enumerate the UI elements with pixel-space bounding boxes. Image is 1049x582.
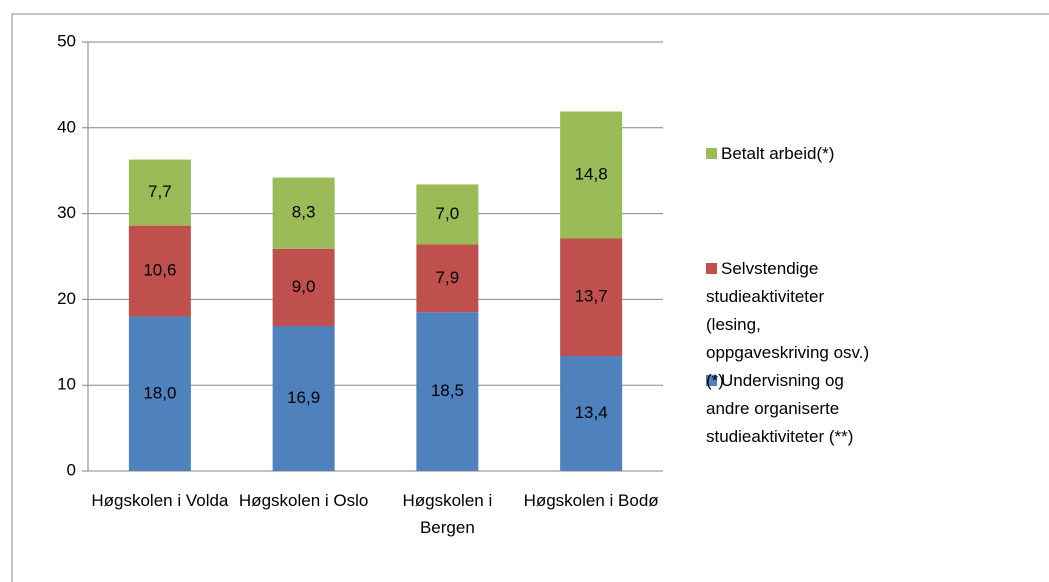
bar-segment — [272, 248, 335, 326]
x-tick-label: Høgskolen i Oslo — [238, 491, 369, 510]
legend-label: Selvstendige studieaktiviteter (lesing, … — [706, 259, 870, 390]
legend-entry: Undervisning og andre organiserte studie… — [706, 367, 876, 451]
data-label: 18,0 — [143, 383, 176, 402]
bar-segment — [128, 159, 191, 226]
data-label: 14,8 — [575, 164, 608, 183]
data-label: 13,4 — [575, 403, 608, 422]
data-label: 10,6 — [143, 261, 176, 280]
y-tick-label: 20 — [57, 289, 76, 308]
bar-segment — [560, 238, 623, 357]
y-tick-label: 30 — [57, 203, 76, 222]
legend-swatch — [706, 375, 717, 386]
data-label: 16,9 — [287, 388, 320, 407]
y-tick-label: 10 — [57, 375, 76, 394]
data-label: 18,5 — [431, 381, 464, 400]
legend-swatch — [706, 148, 717, 159]
bar-segment — [272, 325, 335, 471]
bar-segment — [128, 316, 191, 471]
data-label: 7,0 — [436, 204, 460, 223]
x-tick-label: Høgskolen i Bergen — [402, 491, 493, 537]
data-label: 7,9 — [436, 268, 460, 287]
y-tick-label: 0 — [67, 460, 76, 479]
legend-entry: Betalt arbeid(*) — [706, 140, 876, 168]
x-tick-label: Høgskolen i Bodø — [523, 491, 659, 510]
y-tick-label: 50 — [57, 31, 76, 50]
y-tick-label: 40 — [57, 117, 76, 136]
data-label: 9,0 — [292, 277, 316, 296]
legend-entry: Selvstendige studieaktiviteter (lesing, … — [706, 255, 876, 395]
legend-label: Undervisning og andre organiserte studie… — [706, 371, 854, 446]
bar-segment — [560, 111, 623, 239]
data-label: 7,7 — [148, 182, 172, 201]
data-label: 8,3 — [292, 203, 316, 222]
chart-border — [11, 13, 1049, 582]
bar-segment — [272, 177, 335, 249]
legend-swatch — [706, 263, 717, 274]
bar-segment — [416, 184, 479, 245]
bar-segment — [128, 225, 191, 317]
legend-label: Betalt arbeid(*) — [721, 144, 835, 163]
bar-segment — [560, 356, 623, 471]
bar-segment — [416, 312, 479, 471]
bar-segment — [416, 244, 479, 313]
x-tick-label: Høgskolen i Volda — [91, 491, 229, 510]
data-label: 13,7 — [575, 287, 608, 306]
